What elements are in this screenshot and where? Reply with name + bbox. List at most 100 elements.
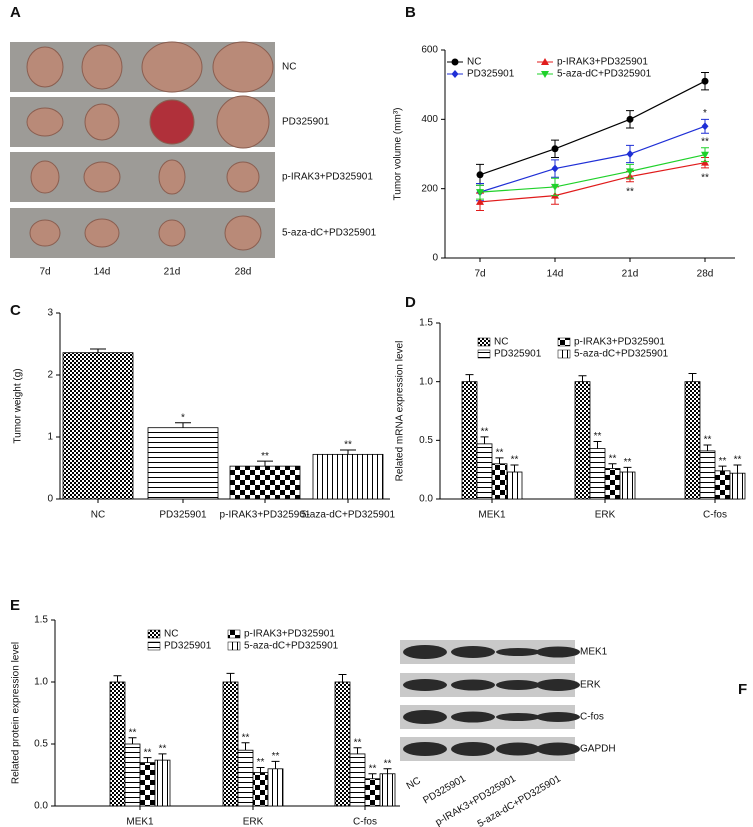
annotation: ** (626, 186, 634, 197)
annotation: ** (511, 455, 519, 466)
tumor (212, 41, 274, 93)
legend-swatch (147, 641, 161, 651)
y-tick-label: 0.0 (34, 801, 48, 812)
data-point (476, 189, 484, 197)
bar (604, 468, 621, 500)
annotation: ** (129, 727, 137, 738)
tumor (224, 215, 262, 251)
bar (124, 743, 141, 807)
tumor (29, 219, 61, 247)
tumor (26, 46, 64, 88)
y-tick-label: 0.0 (419, 494, 433, 505)
y-tick-label: 0 (432, 253, 438, 264)
error-bar (90, 348, 106, 353)
annotation: ** (701, 136, 709, 147)
col-label: 14d (94, 267, 111, 278)
data-point (476, 197, 484, 205)
x-tick-label: ERK (243, 817, 264, 827)
bar (491, 463, 508, 500)
error-bar (158, 753, 167, 761)
band (403, 645, 447, 659)
error-bar (338, 674, 347, 682)
legend-marker (541, 58, 549, 65)
error-bar (226, 672, 235, 682)
bar (349, 753, 366, 807)
band (451, 711, 495, 723)
y-tick-label: 600 (421, 45, 438, 56)
annotation: ** (272, 751, 280, 762)
annotation: ** (144, 747, 152, 758)
legend-label: NC (164, 629, 178, 640)
error-bar (495, 457, 504, 464)
legend-marker (451, 70, 459, 78)
tumor (158, 159, 186, 195)
error-bar (383, 768, 392, 774)
line (479, 162, 706, 203)
band (403, 679, 447, 691)
legend-label: NC (467, 57, 481, 68)
error-bar (593, 441, 602, 449)
panel-letter: E (10, 597, 20, 614)
error-bar (718, 465, 727, 471)
row-label: MEK1 (580, 647, 608, 658)
legend-marker (541, 71, 549, 78)
band (403, 742, 447, 756)
band (403, 710, 447, 724)
panel-letter: F (738, 681, 747, 698)
data-point (551, 183, 559, 191)
x-tick-label: 28d (697, 269, 714, 280)
legend-label: p-IRAK3+PD325901 (557, 57, 648, 68)
bar (506, 471, 523, 500)
error-bar (465, 374, 474, 382)
band (496, 680, 540, 690)
panel-letter: C (10, 302, 21, 319)
data-point (626, 115, 634, 123)
legend-swatch (477, 337, 491, 347)
annotation: ** (369, 763, 377, 774)
y-tick-label: 3 (47, 308, 53, 319)
bar (109, 681, 126, 807)
error-bar (368, 773, 377, 779)
legend-label: p-IRAK3+PD325901 (244, 629, 335, 640)
error-bar (578, 375, 587, 382)
row-label: GAPDH (580, 744, 616, 755)
tumor (26, 107, 64, 137)
error-bar (257, 460, 273, 467)
bar (334, 681, 351, 807)
legend-label: 5-aza-dC+PD325901 (557, 69, 652, 80)
bar (684, 381, 701, 500)
band (536, 712, 580, 722)
bar (699, 450, 716, 500)
tumor (83, 161, 121, 193)
tumor (216, 95, 270, 149)
y-tick-label: 1.0 (34, 677, 48, 688)
row-label: p-IRAK3+PD325901 (282, 172, 373, 183)
bar (229, 465, 301, 500)
y-axis-label: Related protein expression level (11, 642, 22, 784)
col-label: 28d (235, 267, 252, 278)
tumor (226, 161, 260, 193)
bar (154, 759, 171, 807)
band (496, 742, 540, 756)
data-point (701, 158, 709, 166)
legend-label: p-IRAK3+PD325901 (574, 337, 665, 348)
y-tick-label: 0.5 (34, 739, 48, 750)
bar (714, 470, 731, 500)
band (536, 646, 580, 658)
bar (619, 471, 636, 500)
annotation: ** (609, 453, 617, 464)
annotation: ** (344, 440, 352, 451)
y-axis-label: Tumor weight (g) (13, 368, 24, 443)
annotation: ** (261, 451, 269, 462)
row-label: NC (282, 62, 296, 73)
row-label: ERK (580, 680, 601, 691)
data-point (701, 122, 709, 131)
annotation: ** (734, 455, 742, 466)
annotation: ** (354, 737, 362, 748)
x-tick-label: p-IRAK3+PD325901 (220, 510, 311, 521)
bar (252, 772, 269, 807)
band (496, 648, 540, 656)
band (451, 646, 495, 658)
row-label: PD325901 (282, 117, 330, 128)
